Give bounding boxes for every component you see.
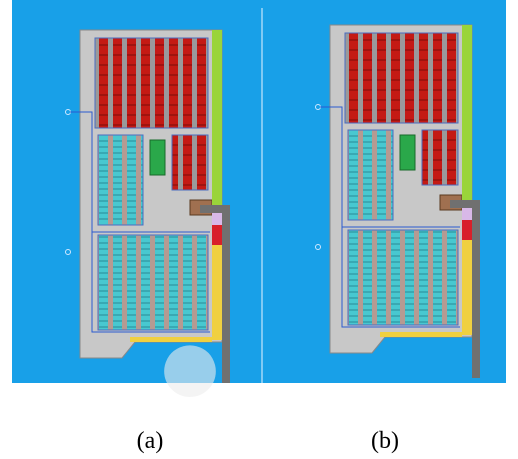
caption: (b) (371, 428, 399, 454)
plan-b (316, 25, 481, 378)
caption: (a) (137, 428, 164, 454)
watermark: ● (154, 297, 226, 431)
figure: ● (a) (b) (0, 0, 518, 459)
